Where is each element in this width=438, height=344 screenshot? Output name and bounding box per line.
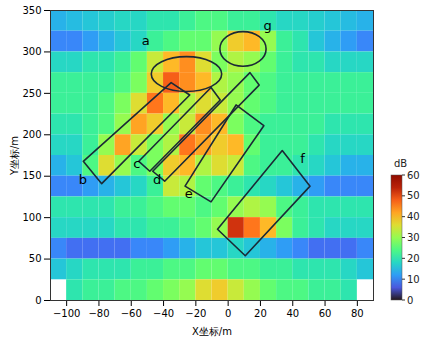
- svg-text:b: b: [79, 172, 87, 187]
- svg-text:150: 150: [22, 170, 41, 181]
- svg-text:−60: −60: [121, 308, 142, 319]
- svg-text:250: 250: [22, 88, 41, 99]
- svg-text:e: e: [185, 186, 193, 201]
- svg-text:50: 50: [407, 190, 420, 201]
- svg-text:60: 60: [407, 170, 420, 181]
- svg-text:g: g: [263, 18, 271, 33]
- svg-text:300: 300: [22, 46, 41, 57]
- svg-text:Y坐标/m: Y坐标/m: [9, 136, 20, 176]
- svg-text:20: 20: [407, 253, 420, 264]
- svg-text:40: 40: [286, 308, 299, 319]
- svg-text:0: 0: [35, 295, 41, 306]
- svg-text:10: 10: [407, 274, 420, 285]
- svg-text:X坐标/m: X坐标/m: [192, 326, 232, 337]
- svg-text:−80: −80: [88, 308, 109, 319]
- svg-text:350: 350: [22, 5, 41, 16]
- svg-text:50: 50: [29, 253, 42, 264]
- svg-text:−100: −100: [53, 308, 80, 319]
- svg-text:f: f: [300, 151, 305, 166]
- svg-text:a: a: [142, 33, 150, 48]
- svg-text:20: 20: [254, 308, 267, 319]
- svg-text:c: c: [133, 156, 140, 171]
- svg-text:30: 30: [407, 232, 420, 243]
- svg-text:60: 60: [319, 308, 332, 319]
- svg-text:dB: dB: [394, 158, 407, 169]
- svg-text:100: 100: [22, 212, 41, 223]
- svg-text:d: d: [153, 172, 161, 187]
- svg-text:80: 80: [351, 308, 364, 319]
- svg-text:−40: −40: [153, 308, 174, 319]
- svg-text:40: 40: [407, 211, 420, 222]
- svg-text:−20: −20: [185, 308, 206, 319]
- svg-text:0: 0: [407, 295, 413, 306]
- svg-text:200: 200: [22, 129, 41, 140]
- svg-text:0: 0: [225, 308, 231, 319]
